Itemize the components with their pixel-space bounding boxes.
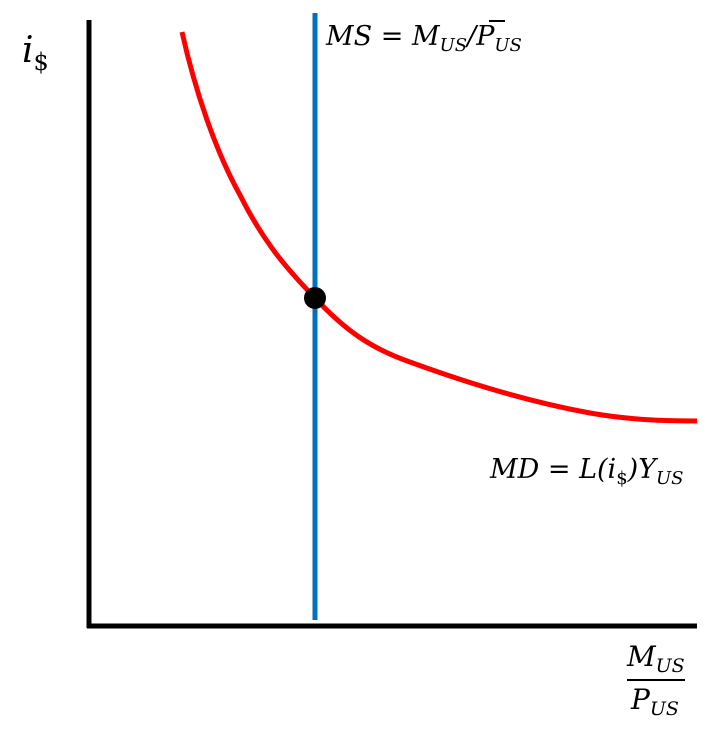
ms-m-subscript: US	[440, 35, 468, 56]
x-axis-denominator: PUS	[630, 683, 679, 720]
x-num-symbol: M	[626, 640, 657, 673]
x-den-subscript: US	[650, 698, 679, 720]
md-y-subscript: US	[656, 468, 684, 489]
md-lhs: MD = L(	[489, 454, 609, 485]
equilibrium-point	[304, 287, 326, 309]
y-axis-subscript: $	[34, 48, 49, 76]
y-axis-symbol: i	[22, 30, 34, 71]
md-y-symbol: Y	[638, 454, 658, 485]
x-axis-numerator: MUS	[626, 640, 685, 677]
ms-slash: /	[464, 21, 479, 52]
md-i-symbol: i	[608, 454, 617, 485]
money-supply-label: MS = MUS/PUS	[325, 21, 522, 56]
md-i-subscript: $	[616, 468, 627, 489]
x-den-symbol: P	[630, 683, 651, 716]
ms-p-symbol: P	[475, 21, 495, 52]
money-demand-label: MD = L(i$)YUS	[489, 454, 684, 489]
money-demand-curve	[179, 31, 698, 424]
ms-m-symbol: M	[411, 21, 441, 52]
x-num-subscript: US	[656, 655, 685, 677]
md-close: )	[627, 454, 639, 485]
ms-p-subscript: US	[494, 35, 522, 56]
y-axis-label: i$	[22, 30, 49, 76]
ms-lhs: MS =	[325, 21, 412, 52]
